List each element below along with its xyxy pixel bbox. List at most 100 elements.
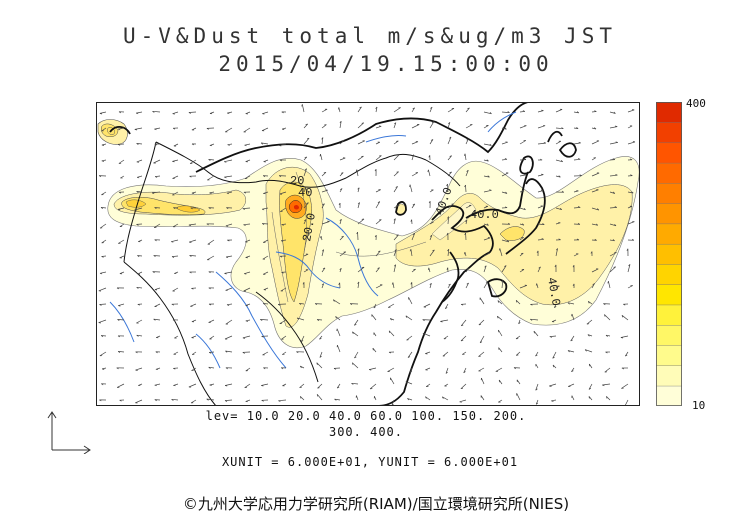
wind-arrow-head	[543, 141, 546, 144]
wind-arrow	[501, 172, 509, 177]
wind-arrow-head	[536, 250, 539, 253]
wind-arrow-head	[578, 141, 581, 144]
wind-arrow-head	[572, 283, 575, 286]
wind-arrow-head	[541, 109, 544, 111]
wind-arrow-head	[299, 303, 302, 305]
wind-arrow	[225, 223, 233, 227]
wind-arrow	[137, 255, 143, 257]
wind-arrow-head	[282, 128, 285, 130]
contour-label: 20	[290, 174, 304, 188]
wind-arrow	[515, 300, 521, 305]
wind-arrow	[393, 249, 397, 257]
wind-arrow-head	[322, 267, 326, 270]
wind-arrow-head	[427, 169, 429, 172]
wind-arrow	[429, 249, 435, 257]
wind-arrow-head	[209, 384, 212, 386]
wind-arrow-head	[405, 315, 408, 318]
wind-arrow	[244, 143, 251, 146]
wind-arrow	[460, 335, 467, 342]
wind-arrow	[172, 223, 179, 228]
wind-arrow-head	[554, 306, 557, 308]
wind-arrow	[135, 367, 143, 371]
wind-arrow	[591, 223, 598, 226]
wind-arrow-head	[614, 206, 617, 208]
wind-arrow	[206, 398, 215, 401]
wind-arrow-head	[605, 334, 608, 337]
wind-arrow	[498, 347, 503, 353]
wind-arrow-head	[339, 267, 342, 270]
wind-arrow	[101, 191, 107, 196]
wind-arrow	[429, 283, 432, 289]
wind-arrow-head	[245, 320, 249, 322]
chart-timestamp: 2015/04/19.15:00:00	[218, 52, 554, 76]
wind-arrow	[118, 239, 125, 244]
wind-arrow	[620, 335, 629, 338]
wind-arrow-head	[615, 141, 618, 143]
wind-arrow-head	[243, 191, 247, 194]
wind-arrow	[568, 383, 575, 387]
wind-arrow-head	[410, 282, 413, 285]
wind-arrow-head	[407, 398, 410, 401]
wind-arrow	[429, 121, 435, 129]
wind-arrow	[189, 159, 197, 164]
wind-arrow	[191, 367, 197, 371]
wind-arrow-head	[466, 267, 469, 270]
wind-arrow	[411, 124, 420, 129]
wind-arrow	[483, 237, 491, 241]
wind-arrow	[498, 329, 503, 337]
borders	[123, 141, 461, 406]
wind-arrow	[260, 319, 269, 321]
wind-arrow	[209, 191, 215, 194]
wind-arrow	[393, 264, 397, 273]
wind-arrow	[171, 255, 179, 257]
wind-arrow	[136, 159, 143, 163]
wind-arrow-head	[172, 127, 176, 130]
wind-arrow-head	[587, 301, 590, 304]
colorbar-step	[656, 243, 682, 265]
wind-arrow	[172, 159, 179, 162]
wind-arrow-head	[208, 287, 211, 290]
wind-arrow	[591, 157, 596, 161]
wind-arrow-head	[429, 282, 432, 285]
wind-arrow	[393, 186, 398, 193]
wind-arrow-head	[395, 186, 398, 188]
wind-arrow	[337, 344, 341, 353]
wind-arrow	[245, 111, 251, 115]
colorbar-step	[656, 142, 682, 164]
wind-arrow-head	[261, 399, 264, 402]
wind-arrow	[321, 189, 328, 193]
wind-arrow-head	[584, 349, 587, 352]
wind-arrow	[393, 107, 401, 113]
wind-arrow-head	[604, 314, 606, 317]
wind-arrow	[571, 395, 575, 401]
wind-arrow-head	[448, 122, 451, 125]
wind-arrow	[209, 143, 215, 146]
wind-arrow	[369, 367, 377, 370]
colorbar	[656, 102, 682, 406]
wind-arrow	[351, 382, 359, 385]
wind-arrow-head	[559, 207, 562, 210]
wind-arrow	[136, 334, 143, 337]
wind-arrow	[339, 140, 345, 145]
wind-arrow-head	[225, 225, 229, 227]
wind-arrow	[117, 319, 125, 321]
wind-arrow	[411, 154, 415, 161]
wind-arrow-head	[208, 207, 211, 210]
wind-arrow	[263, 159, 269, 163]
wind-arrow-head	[567, 302, 570, 305]
wind-arrow	[173, 143, 179, 147]
wind-arrow	[411, 203, 416, 209]
contour-label: 40	[298, 186, 312, 200]
wind-arrow	[625, 351, 629, 357]
wind-arrow-head	[405, 381, 408, 384]
wind-arrow	[281, 239, 287, 242]
wind-arrow-head	[117, 319, 120, 321]
wind-arrow	[303, 123, 308, 129]
wind-arrow	[429, 235, 433, 241]
wind-arrow-head	[224, 176, 227, 179]
wind-arrow-head	[463, 371, 466, 374]
wind-arrow	[300, 335, 305, 342]
wind-arrow	[405, 315, 413, 321]
wind-arrow	[279, 143, 287, 146]
wind-arrow-head	[576, 189, 579, 192]
